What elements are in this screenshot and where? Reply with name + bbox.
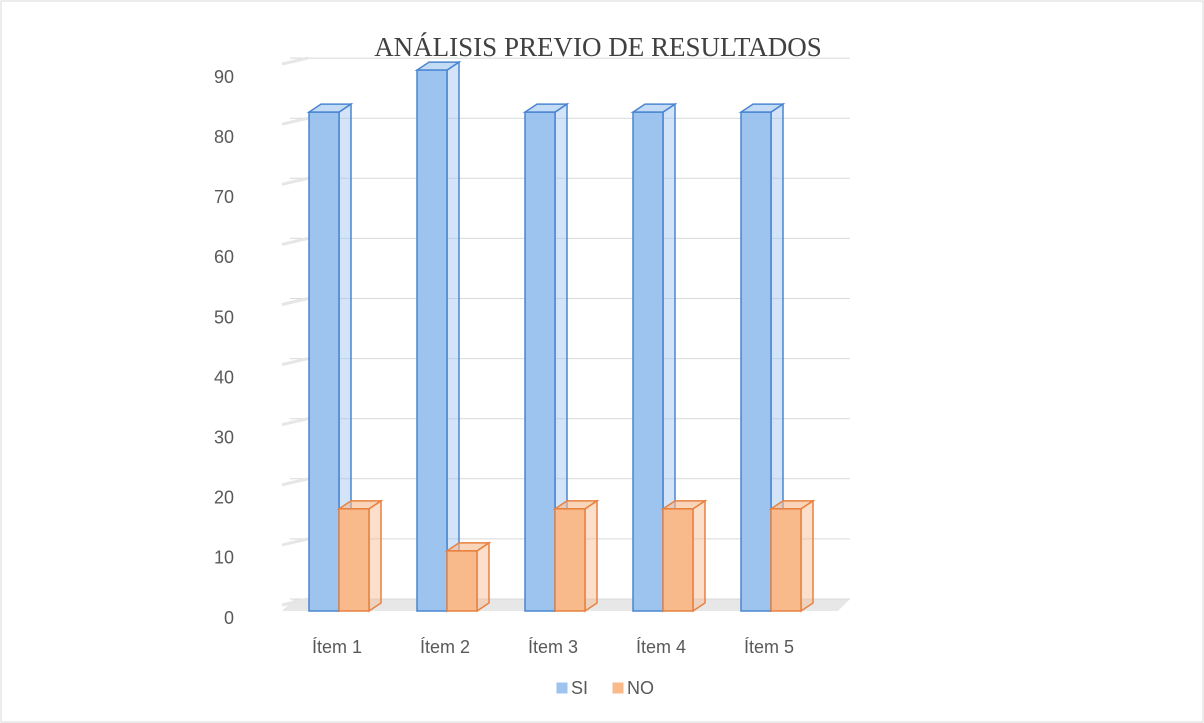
bar-front bbox=[740, 111, 772, 612]
grid-side bbox=[281, 56, 309, 66]
grid-side bbox=[281, 597, 309, 607]
bar bbox=[306, 102, 354, 613]
y-tick-label: 30 bbox=[214, 427, 234, 447]
bar-front bbox=[524, 111, 556, 612]
legend-swatch bbox=[611, 681, 625, 695]
y-tick-label: 40 bbox=[214, 367, 234, 387]
grid-side bbox=[281, 357, 309, 367]
legend-swatch bbox=[555, 681, 569, 695]
bar-front bbox=[416, 69, 448, 612]
bar bbox=[738, 102, 786, 613]
bar bbox=[552, 499, 600, 613]
bar-side bbox=[692, 499, 706, 613]
y-tick-label: 70 bbox=[214, 187, 234, 207]
x-tick-label: Ítem 4 bbox=[636, 637, 686, 657]
bar-front bbox=[446, 550, 478, 612]
grid-side bbox=[281, 236, 309, 246]
bar-front bbox=[338, 508, 370, 612]
bar bbox=[522, 102, 570, 613]
legend-label: SI bbox=[571, 678, 588, 698]
bar-side bbox=[446, 60, 460, 613]
y-tick-label: 20 bbox=[214, 488, 234, 508]
bar bbox=[414, 60, 462, 613]
x-tick-label: Ítem 2 bbox=[420, 637, 470, 657]
grid-side bbox=[281, 477, 309, 487]
bar bbox=[660, 499, 708, 613]
grid-side bbox=[281, 297, 309, 306]
grid-side bbox=[281, 417, 309, 427]
x-tick-label: Ítem 3 bbox=[528, 637, 578, 657]
bar-front bbox=[554, 508, 586, 612]
y-tick-label: 90 bbox=[214, 67, 234, 87]
bar-side bbox=[476, 541, 490, 613]
bar-side bbox=[368, 499, 382, 613]
y-tick-label: 50 bbox=[214, 307, 234, 327]
bar-side bbox=[800, 499, 814, 613]
grid-side bbox=[281, 537, 309, 547]
bar-front bbox=[770, 508, 802, 612]
x-tick-label: Ítem 5 bbox=[744, 637, 794, 657]
bar bbox=[444, 541, 492, 613]
bar-front bbox=[308, 111, 340, 612]
bar bbox=[768, 499, 816, 613]
x-tick-label: Ítem 1 bbox=[312, 637, 362, 657]
y-tick-label: 80 bbox=[214, 127, 234, 147]
legend-label: NO bbox=[627, 678, 654, 698]
y-tick-label: 0 bbox=[224, 608, 234, 628]
bar-side bbox=[584, 499, 598, 613]
bar bbox=[630, 102, 678, 613]
grid-side bbox=[281, 176, 309, 186]
bar bbox=[336, 499, 384, 613]
bar-front bbox=[662, 508, 694, 612]
y-tick-label: 10 bbox=[214, 548, 234, 568]
grid-side bbox=[281, 116, 309, 126]
bar-front bbox=[632, 111, 664, 612]
y-tick-label: 60 bbox=[214, 247, 234, 267]
chart-title: ANÁLISIS PREVIO DE RESULTADOS bbox=[374, 32, 822, 62]
